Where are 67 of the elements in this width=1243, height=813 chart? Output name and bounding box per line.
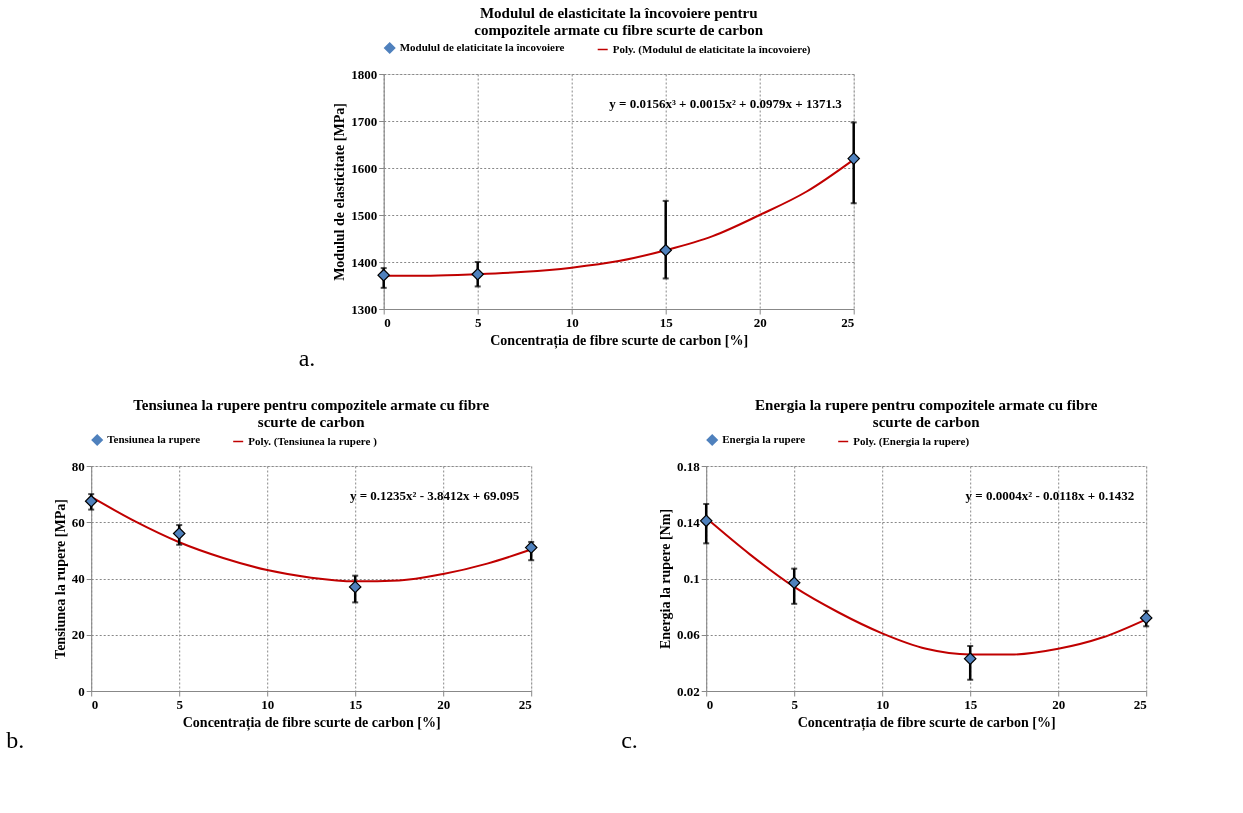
- y-tick-label: 0.18: [676, 458, 701, 474]
- y-tick-label: 1700: [351, 113, 378, 129]
- y-tick-label: 60: [71, 514, 85, 530]
- x-tick-label: 10: [565, 314, 579, 330]
- legend-label: Tensiunea la rupere: [107, 433, 201, 445]
- x-axis-title: Concentrația de fibre scurte de carbon [%]: [797, 714, 1056, 731]
- chart-title: Energia la rupere pentru compozitele armate cu fibre scurte de carbon: [755, 397, 1098, 430]
- x-tick-label: 5: [791, 696, 799, 712]
- y-tick-label: 1800: [351, 66, 378, 82]
- point: [84, 494, 98, 508]
- y-tick-label: 1400: [351, 254, 378, 270]
- legend-label: Poly. (Energia la rupere): [853, 434, 970, 448]
- y-tick-label: 0: [78, 683, 85, 699]
- x-tick-label: 0: [384, 314, 391, 330]
- text: a.: [298, 345, 316, 371]
- point: [847, 152, 860, 165]
- point: [699, 514, 713, 528]
- x-tick-label: 0: [91, 696, 99, 712]
- y-tick-label: 20: [71, 627, 85, 643]
- legend-label: Energia la rupere: [722, 433, 806, 445]
- legend-label: Modulul de elaticitate la încovoiere: [399, 41, 565, 53]
- point: [659, 243, 672, 257]
- x-tick-label: 20: [1052, 696, 1066, 712]
- y-tick-label: 0.1: [683, 571, 700, 586]
- text: b.: [6, 727, 25, 753]
- y-tick-label: 0.02: [676, 683, 700, 699]
- chart-title: Tensiunea la rupere pentru compozitele armate cu fibre scurte de carbon: [133, 397, 490, 430]
- x-tick-label: 15: [349, 696, 363, 712]
- chart-title: Modulul de elasticitate la încovoiere pentru compozitele armate cu fibre scurte de carbon: [474, 5, 764, 38]
- point: [787, 576, 801, 590]
- x-tick-label: 5: [176, 696, 184, 712]
- x-tick-label: 5: [474, 314, 482, 330]
- point: [377, 268, 390, 282]
- y-tick-label: 0.14: [676, 514, 701, 530]
- text: c.: [621, 727, 638, 753]
- y-axis-title: Tensiunea la rupere [MPa]: [52, 499, 68, 659]
- x-tick-label: 15: [964, 696, 978, 712]
- x-tick-label: 10: [261, 696, 275, 712]
- point: [348, 580, 362, 594]
- y-tick-label: 1600: [351, 160, 378, 176]
- point: [524, 541, 538, 554]
- x-axis-title: Concentrația de fibre scurte de carbon [%]: [490, 332, 749, 349]
- annotation: y = 0.0004x² - 0.0118x + 0.1432: [965, 488, 1135, 503]
- x-tick-label: 20: [437, 696, 451, 712]
- x-tick-label: 0: [706, 696, 714, 712]
- point: [172, 527, 186, 540]
- x-tick-label: 10: [876, 696, 890, 712]
- legend-label: Poly. (Tensiunea la rupere ): [248, 434, 378, 448]
- y-axis-title: Energia la rupere [Nm]: [657, 508, 673, 650]
- x-tick-label: 25: [841, 314, 855, 330]
- y-tick-label: 40: [71, 571, 85, 586]
- x-tick-label: 25: [1133, 696, 1148, 712]
- point: [471, 267, 484, 281]
- annotation: y = 0.1235x² - 3.8412x + 69.095: [349, 488, 520, 503]
- y-tick-label: 0.06: [676, 627, 701, 643]
- point: [1139, 611, 1153, 625]
- x-tick-label: 20: [753, 314, 767, 330]
- y-tick-label: 80: [71, 458, 85, 474]
- x-tick-label: 25: [518, 696, 533, 712]
- x-axis-title: Concentrația de fibre scurte de carbon [%]: [182, 714, 441, 731]
- point: [963, 652, 977, 665]
- x-tick-label: 15: [659, 314, 674, 330]
- y-tick-label: 1300: [351, 301, 378, 317]
- y-axis-title: Modulul de elasticitate [MPa]: [332, 103, 348, 281]
- annotation: y = 0.0156x³ + 0.0015x² + 0.0979x + 1371.3: [609, 96, 843, 111]
- y-tick-label: 1500: [351, 207, 378, 223]
- legend-label: Poly. (Modulul de elaticitate la încovoiere): [612, 42, 811, 56]
